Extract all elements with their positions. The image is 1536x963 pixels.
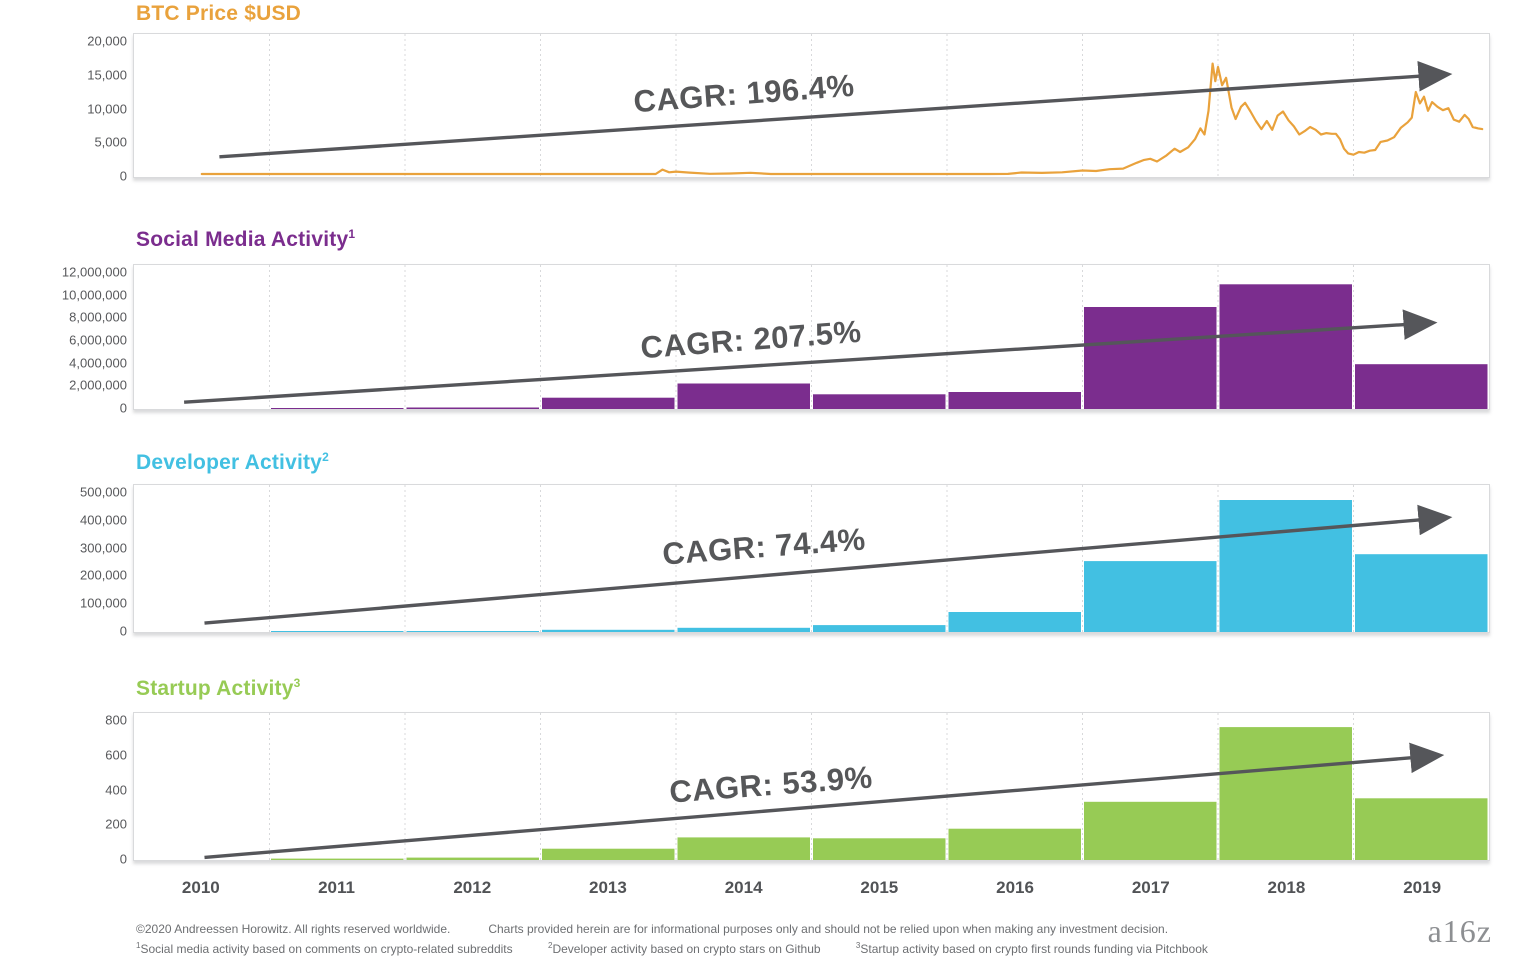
chart-title-text: Startup Activity [136,677,294,700]
x-axis-label: 2015 [860,878,899,897]
chart-title-superscript: 3 [293,676,301,690]
y-tick-label: 400 [105,782,127,797]
plot-btc-price: CAGR: 196.4% [133,33,1490,178]
y-tick-label: 4,000,000 [69,355,127,371]
footnote-startup: 3Startup activity based on crypto first … [855,941,1208,957]
y-tick-label: 2,000,000 [69,377,127,393]
x-axis-label: 2018 [1267,878,1306,897]
y-tick-label: 0 [119,851,127,867]
chart-title-social-media: Social Media Activity1 [136,227,355,252]
plot-developer: CAGR: 74.4% [133,484,1490,633]
btc_price-svg [200,34,1484,177]
footnote-text: Social media activity based on comments … [140,942,513,957]
x-axis-label: 2014 [724,878,763,897]
chart-title-superscript: 2 [322,450,329,464]
y-tick-label: 300,000 [80,540,127,556]
x-axis: 2010 2011 2012 2013 2014 2015 2016 2017 2018 2019 [133,878,1490,906]
footnote-marker: 1 [136,941,141,951]
chart-title-text: Developer Activity [136,451,323,474]
plot-startup: CAGR: 53.9% [133,712,1490,861]
y-tick-label: 0 [119,623,127,639]
y-tick-label: 10,000,000 [61,287,127,303]
footer: ©2020 Andreessen Horowitz. All rights re… [136,919,1396,960]
developer_activity-svg [204,485,1488,632]
plot-social-media: CAGR: 207.5% [133,264,1490,410]
y-tick-label: 0 [119,400,127,416]
social_media_activity-svg [183,265,1488,409]
x-axis-label: 2013 [589,878,627,897]
y-axis-developer: 500,000 400,000 300,000 200,000 100,000 0 [0,484,127,639]
y-tick-label: 15,000 [87,67,127,83]
x-axis-label: 2011 [318,878,355,897]
chart-title-btc-price: BTC Price $USD [136,1,301,26]
footnote-marker: 3 [855,941,861,951]
y-tick-label: 200,000 [80,567,127,583]
startup_activity-svg [204,713,1488,860]
y-axis-btc-price: 20,000 15,000 10,000 5,000 0 [0,33,127,184]
y-tick-label: 8,000,000 [69,309,127,325]
footnote-marker: 2 [547,941,553,951]
y-tick-label: 20,000 [87,33,127,49]
y-tick-label: 600 [105,747,127,763]
chart-title-text: BTC Price $USD [136,2,302,25]
footnote-text: Developer activity based on crypto stars… [552,942,821,957]
y-tick-label: 100,000 [80,595,127,611]
footnote-social: 1Social media activity based on comments… [136,941,513,957]
chart-title-superscript: 1 [348,227,356,241]
x-axis-label: 2016 [996,878,1034,897]
chart-title-startup: Startup Activity3 [136,676,301,701]
y-tick-label: 800 [105,712,127,728]
y-tick-label: 6,000,000 [69,332,127,348]
x-axis-label: 2010 [181,878,220,897]
y-tick-label: 500,000 [80,484,127,500]
y-axis-startup: 800 600 400 200 0 [0,712,127,867]
y-tick-label: 0 [119,168,127,184]
chart-title-text: Social Media Activity [136,228,349,251]
y-tick-label: 12,000,000 [61,264,127,280]
y-tick-label: 10,000 [87,101,127,116]
footer-line-1: ©2020 Andreessen Horowitz. All rights re… [136,919,1396,939]
y-tick-label: 5,000 [94,134,127,150]
y-axis-social-media: 12,000,000 10,000,000 8,000,000 6,000,000 4,… [0,264,127,416]
x-axis-label: 2019 [1403,878,1442,897]
y-tick-label: 400,000 [80,512,127,528]
footer-line-2: 1Social media activity based on comments… [136,939,1396,959]
footnote-text: Startup activity based on crypto first r… [860,942,1208,957]
footnote-developer: 2Developer activity based on crypto star… [547,941,821,957]
copyright-text: ©2020 Andreessen Horowitz. All rights re… [136,922,451,936]
x-axis-label: 2012 [453,878,492,897]
a16z-logo: a16z [1427,913,1492,949]
chart-title-developer: Developer Activity2 [136,450,329,475]
y-tick-label: 200 [105,816,127,832]
x-axis-label: 2017 [1131,878,1170,897]
disclaimer-text: Charts provided herein are for informati… [488,922,1169,936]
